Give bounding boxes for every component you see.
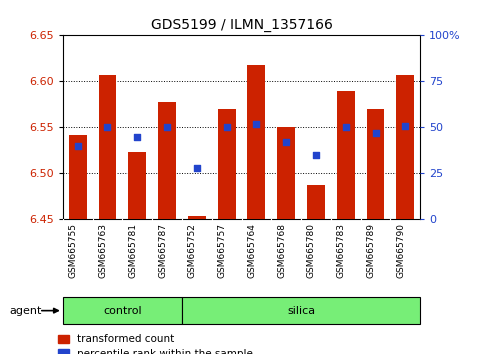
Bar: [337, 91, 355, 219]
Bar: [128, 152, 146, 219]
Text: GSM665783: GSM665783: [337, 223, 346, 278]
Point: [282, 139, 290, 145]
Text: GSM665781: GSM665781: [128, 223, 137, 278]
Point: [223, 125, 230, 130]
Point: [312, 152, 320, 158]
Point: [372, 130, 380, 136]
Bar: [99, 75, 116, 219]
Bar: [397, 75, 414, 219]
Point: [342, 125, 350, 130]
Bar: [69, 135, 86, 219]
Text: GSM665780: GSM665780: [307, 223, 316, 278]
Bar: [367, 109, 384, 219]
Bar: [277, 127, 295, 219]
Point: [193, 165, 201, 171]
Point: [74, 143, 82, 149]
FancyBboxPatch shape: [63, 297, 182, 324]
Point: [163, 125, 171, 130]
Bar: [158, 102, 176, 219]
Text: agent: agent: [10, 306, 42, 316]
Text: silica: silica: [287, 306, 315, 316]
Text: control: control: [103, 306, 142, 316]
Bar: [307, 185, 325, 219]
Point: [253, 121, 260, 127]
Text: GSM665757: GSM665757: [218, 223, 227, 278]
Bar: [218, 109, 236, 219]
Title: GDS5199 / ILMN_1357166: GDS5199 / ILMN_1357166: [151, 18, 332, 32]
Point: [104, 125, 112, 130]
FancyBboxPatch shape: [182, 297, 420, 324]
Text: GSM665787: GSM665787: [158, 223, 167, 278]
Text: GSM665789: GSM665789: [367, 223, 376, 278]
Text: GSM665763: GSM665763: [99, 223, 108, 278]
Text: GSM665790: GSM665790: [397, 223, 405, 278]
Point: [133, 134, 141, 139]
Point: [401, 123, 409, 129]
Text: GSM665768: GSM665768: [277, 223, 286, 278]
Text: GSM665755: GSM665755: [69, 223, 78, 278]
Bar: [247, 65, 265, 219]
Legend: transformed count, percentile rank within the sample: transformed count, percentile rank withi…: [58, 335, 253, 354]
Text: GSM665752: GSM665752: [188, 223, 197, 278]
Text: GSM665764: GSM665764: [247, 223, 256, 278]
Bar: [188, 216, 206, 219]
